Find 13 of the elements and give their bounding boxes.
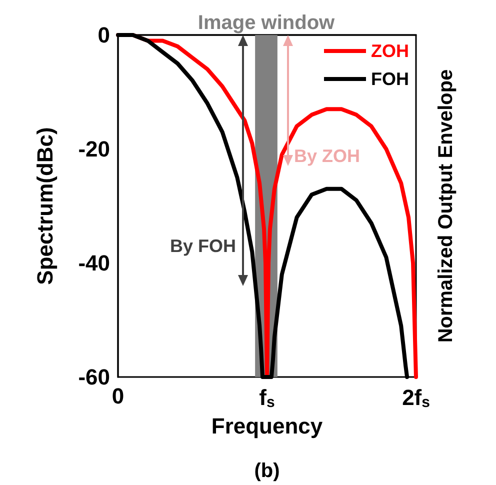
y-tick-label: 0 <box>98 22 110 48</box>
text: (b) <box>254 460 280 482</box>
annotation: By ZOH <box>294 146 360 166</box>
y-tick-label: -40 <box>78 250 110 276</box>
y-tick-label: -20 <box>78 136 110 162</box>
annotation: By FOH <box>170 236 236 256</box>
y-tick-label: -60 <box>78 364 110 390</box>
y2-axis-title: Normalized Output Envelope <box>435 69 457 343</box>
legend-label: ZOH <box>371 41 410 61</box>
legend-label: FOH <box>371 69 410 89</box>
band-label: Image window <box>198 12 336 34</box>
x-axis-title: Frequency <box>211 413 324 438</box>
y-axis-title: Spectrum(dBc) <box>32 127 58 285</box>
